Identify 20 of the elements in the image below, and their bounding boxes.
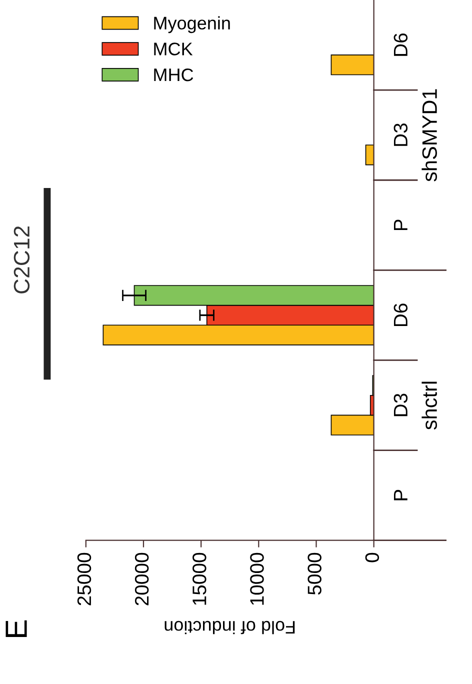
legend-label: Myogenin bbox=[154, 16, 230, 34]
x-tick-label: 5000 bbox=[308, 552, 322, 595]
x-tick-label: 10000 bbox=[250, 552, 264, 605]
x-axis-title: Fold of induction bbox=[164, 620, 295, 634]
x-tick-label: 25000 bbox=[77, 552, 92, 606]
text: shctrl bbox=[422, 382, 437, 430]
text: C2C12 bbox=[14, 226, 30, 294]
y-tick-label: D6 bbox=[394, 304, 408, 326]
legend-label: MHC bbox=[154, 68, 194, 82]
y-tick-label: D6 bbox=[394, 33, 408, 56]
text: shSMYD1 bbox=[422, 89, 437, 182]
x-tick-label: 20000 bbox=[134, 552, 149, 606]
x-tick-label: 15000 bbox=[192, 552, 206, 605]
y-tick-label: D3 bbox=[394, 394, 408, 416]
x-tick-label: 0 bbox=[365, 552, 380, 562]
y-tick-label: P bbox=[394, 220, 408, 230]
y-tick-label: P bbox=[394, 490, 408, 500]
legend-label: MCK bbox=[154, 42, 193, 56]
y-tick-label: D3 bbox=[394, 124, 408, 146]
text: E bbox=[6, 620, 27, 637]
